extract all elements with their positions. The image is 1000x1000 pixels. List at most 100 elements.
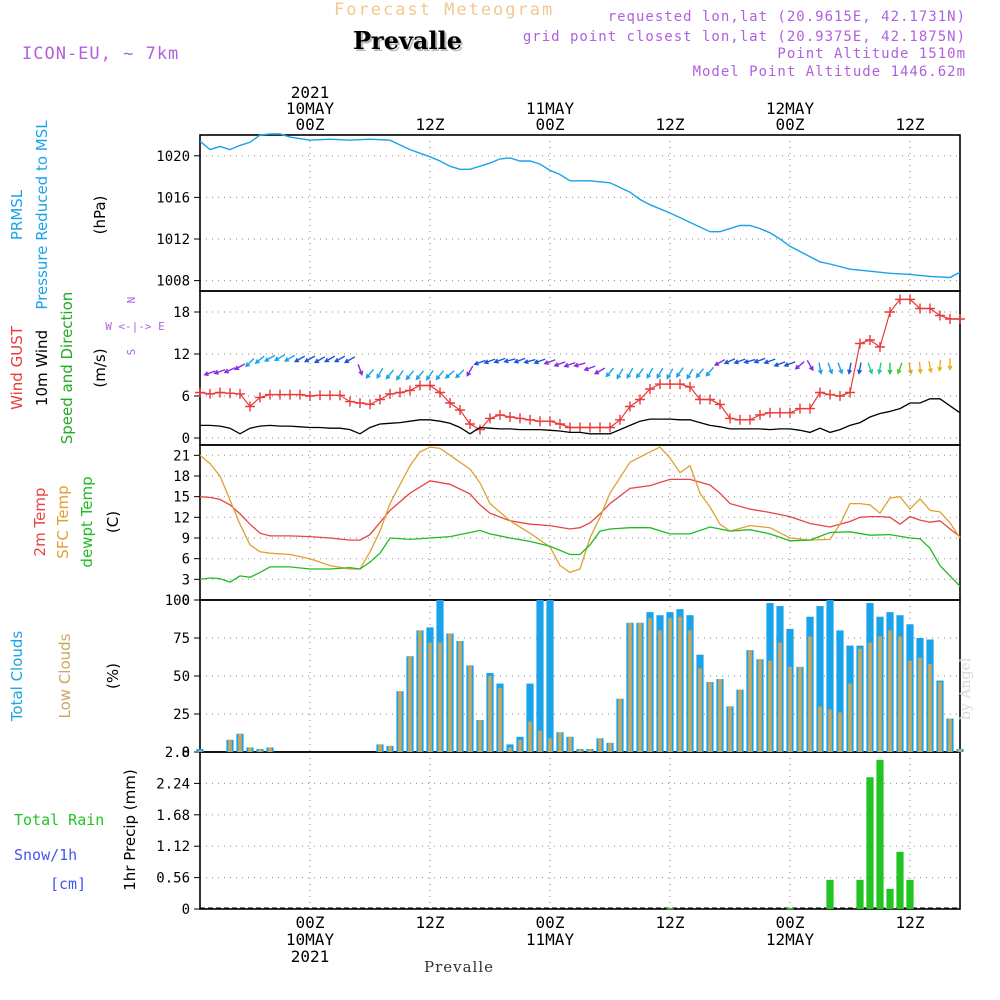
y-tick-label: 0 (182, 902, 190, 918)
gust-point (425, 380, 435, 391)
wind-direction-arrow (646, 367, 654, 379)
top-time-label: 11MAY (526, 99, 575, 118)
low-cloud-bar (428, 642, 432, 752)
gust-point (765, 407, 775, 418)
wind-direction-arrow (213, 368, 226, 375)
bottom-time-label: 11MAY (526, 930, 575, 949)
wind-direction-arrow (695, 368, 705, 379)
gust-point (775, 407, 785, 418)
y-tick-label: 15 (173, 490, 190, 506)
wind-direction-arrow (794, 361, 805, 370)
low-cloud-bar (888, 630, 892, 752)
y-tick-label: 1012 (156, 232, 190, 248)
wind-direction-arrow (635, 367, 644, 379)
y-tick-label: 12 (173, 510, 190, 526)
gust-point (335, 390, 345, 401)
rain-bar (906, 879, 914, 909)
wind-direction-arrow (817, 362, 823, 375)
pressure-unit: (hPa) (91, 196, 109, 235)
gust-point (585, 422, 595, 433)
wind-unit: (m/s) (91, 348, 109, 387)
low-cloud-bar (528, 721, 532, 752)
rain-bar (896, 851, 904, 909)
wind-direction-arrow (593, 367, 606, 375)
wind-label: 10m Wind (33, 330, 51, 406)
wind-direction-arrow (847, 362, 853, 375)
wind-direction-arrow (867, 362, 874, 375)
low-cloud-bar (558, 732, 562, 752)
rain-bar (876, 759, 884, 909)
pressure-line (199, 133, 961, 279)
gust-point (825, 389, 835, 400)
low-cloud-bar (238, 733, 242, 752)
low-cloud-bar (878, 636, 882, 752)
wind-direction-arrow (395, 370, 404, 381)
wind-direction-arrow (563, 361, 576, 368)
wind-direction-arrow (857, 362, 863, 375)
low-cloud-bar (668, 618, 672, 752)
y-tick-label: 2.24 (156, 776, 190, 792)
y-tick-label: 1.12 (156, 839, 190, 855)
wind-direction-arrow (907, 362, 913, 375)
wind-direction-arrow (293, 355, 306, 363)
y-tick-label: 12 (173, 347, 190, 363)
bottom-time-label: 12Z (656, 913, 685, 932)
wind-direction-arrow (733, 358, 746, 365)
wind-direction-arrow (937, 359, 943, 373)
rain-bar (826, 879, 834, 909)
wind-direction-arrow (283, 354, 296, 362)
y-tick-label: 1016 (156, 190, 190, 206)
panel-frame (199, 290, 961, 446)
wind-direction-arrow (605, 367, 615, 378)
gust-point (665, 379, 675, 390)
wind-direction-arrow (927, 361, 933, 374)
gust-point (575, 422, 585, 433)
gust-point (955, 314, 965, 324)
low-cloud-bar (928, 663, 932, 752)
bottom-time-label: 2021 (291, 947, 330, 966)
wind-speed-line (200, 398, 961, 435)
model-label: ICON-EU, ~ 7km (22, 44, 180, 64)
wind-direction-arrow (686, 368, 694, 380)
gust-point (615, 414, 625, 425)
temp-2m-label: 2m Temp (31, 488, 49, 557)
gust-point (355, 398, 365, 408)
requested-coords: requested lon,lat (20.9615E, 42.1731N) (607, 9, 966, 25)
y-tick-label: 75 (173, 631, 190, 647)
point-altitude: Point Altitude 1510m (777, 46, 966, 62)
wind-direction-arrow (254, 355, 265, 365)
y-tick-label: 25 (173, 707, 190, 723)
compass-axis: W <-|-> E (105, 320, 165, 333)
low-cloud-bar (678, 616, 682, 752)
low-cloud-bar (808, 636, 812, 752)
total-cloud-bar (546, 600, 554, 752)
low-cloud-bar (698, 668, 702, 752)
wind-direction-arrow (896, 362, 903, 375)
location-title: Prevalle (353, 26, 462, 55)
low-cloud-bar (758, 659, 762, 752)
wind-direction-arrow (405, 370, 415, 381)
wind-direction-arrow (425, 370, 434, 381)
snow-label: Snow/1h (14, 846, 77, 864)
low-cloud-bar (198, 750, 202, 752)
low-cloud-bar (768, 660, 772, 752)
gust-point (645, 384, 655, 394)
low-cloud-bar (498, 688, 502, 752)
wind-direction-arrow (837, 362, 844, 375)
bottom-time-label: 10MAY (286, 930, 335, 949)
gust-point (685, 381, 695, 392)
top-time-label: 2021 (291, 83, 330, 102)
wind-direction-arrow (513, 357, 526, 364)
wind-direction-arrow (626, 367, 634, 379)
gust-point (295, 389, 305, 400)
compass-south: S (125, 349, 138, 356)
low-cloud-bar (898, 636, 902, 752)
clouds-unit: (%) (104, 663, 122, 689)
wind-direction-arrow (917, 361, 923, 375)
low-cloud-bar (478, 720, 482, 752)
gust-point (705, 394, 715, 405)
rain-bar (786, 907, 794, 910)
wind-direction-arrow (435, 370, 445, 381)
gust-point (365, 399, 375, 410)
rain-label: Total Rain (14, 811, 104, 829)
